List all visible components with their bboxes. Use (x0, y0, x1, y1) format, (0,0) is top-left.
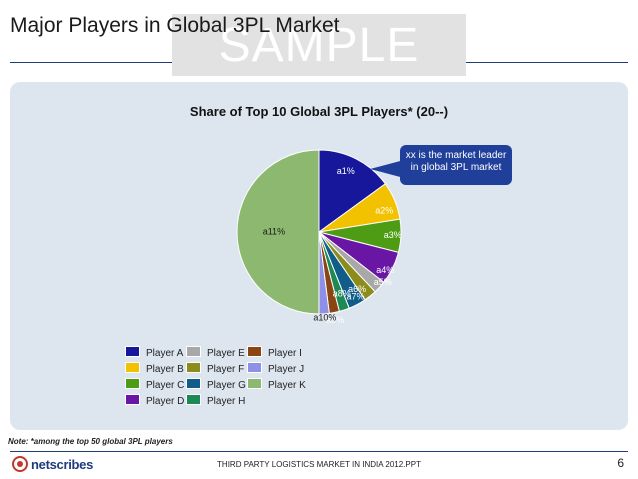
legend-item-player-j: Player J (247, 362, 305, 375)
legend-swatch (125, 346, 140, 357)
legend-item-player-h: Player H (186, 394, 246, 407)
logo-text: netscribes (31, 456, 94, 472)
logo-icon (12, 456, 28, 472)
legend-item-player-d: Player D (125, 394, 185, 407)
footnote: Note: *among the top 50 global 3PL playe… (8, 437, 173, 446)
legend-swatch (186, 394, 201, 405)
legend-label: Player E (207, 348, 245, 359)
slice-label-player-b: a2% (375, 205, 393, 215)
legend-label: Player J (268, 364, 305, 375)
slice-label-player-a: a1% (337, 166, 355, 176)
legend-item-player-k: Player K (247, 378, 306, 391)
slice-label-player-g: a7% (346, 292, 364, 302)
page-number: 6 (617, 456, 624, 470)
legend-label: Player A (146, 348, 184, 359)
legend-item-player-i: Player I (247, 346, 302, 359)
slide-title: Major Players in Global 3PL Market (10, 14, 340, 37)
legend-item-player-f: Player F (186, 362, 245, 375)
legend-label: Player B (146, 364, 184, 375)
legend-label: Player K (268, 380, 306, 391)
slice-label-player-f: a6% (348, 284, 366, 294)
legend-item-player-c: Player C (125, 378, 185, 391)
netscribes-logo: netscribes (12, 455, 93, 473)
legend-item-player-g: Player G (186, 378, 246, 391)
slice-label-player-i: a9% (326, 315, 344, 325)
slice-label-player-j: a10% (313, 312, 336, 322)
legend-swatch (186, 346, 201, 357)
footer-text: THIRD PARTY LOGISTICS MARKET IN INDIA 20… (217, 460, 421, 469)
legend-label: Player H (207, 396, 246, 407)
legend-label: Player I (268, 348, 302, 359)
slice-label-player-d: a4% (376, 265, 394, 275)
legend-label: Player C (146, 380, 185, 391)
legend-swatch (125, 394, 140, 405)
legend-item-player-b: Player B (125, 362, 184, 375)
legend-swatch (247, 378, 262, 389)
pie-slice-player-a (318, 149, 387, 233)
footer-divider (10, 451, 628, 452)
slice-label-player-e: a5% (374, 277, 392, 287)
slice-label-player-h: a8% (333, 289, 351, 299)
legend-label: Player F (207, 364, 245, 375)
pie-slice-player-k (236, 149, 320, 315)
slice-label-player-k: a11% (263, 226, 285, 236)
legend-swatch (186, 378, 201, 389)
legend-swatch (125, 378, 140, 389)
watermark-box (172, 14, 466, 76)
legend-swatch (186, 362, 201, 373)
legend-swatch (247, 346, 262, 357)
callout-pointer (370, 160, 404, 178)
callout-box: xx is the market leader in global 3PL ma… (400, 145, 512, 185)
legend-item-player-a: Player A (125, 346, 184, 359)
legend-item-player-e: Player E (186, 346, 245, 359)
chart-title: Share of Top 10 Global 3PL Players* (20-… (189, 104, 449, 119)
legend-swatch (247, 362, 262, 373)
slice-label-player-c: a3% (384, 230, 402, 240)
legend-label: Player G (207, 380, 246, 391)
legend-label: Player D (146, 396, 185, 407)
legend-swatch (125, 362, 140, 373)
watermark: SAMPLE (218, 19, 420, 72)
